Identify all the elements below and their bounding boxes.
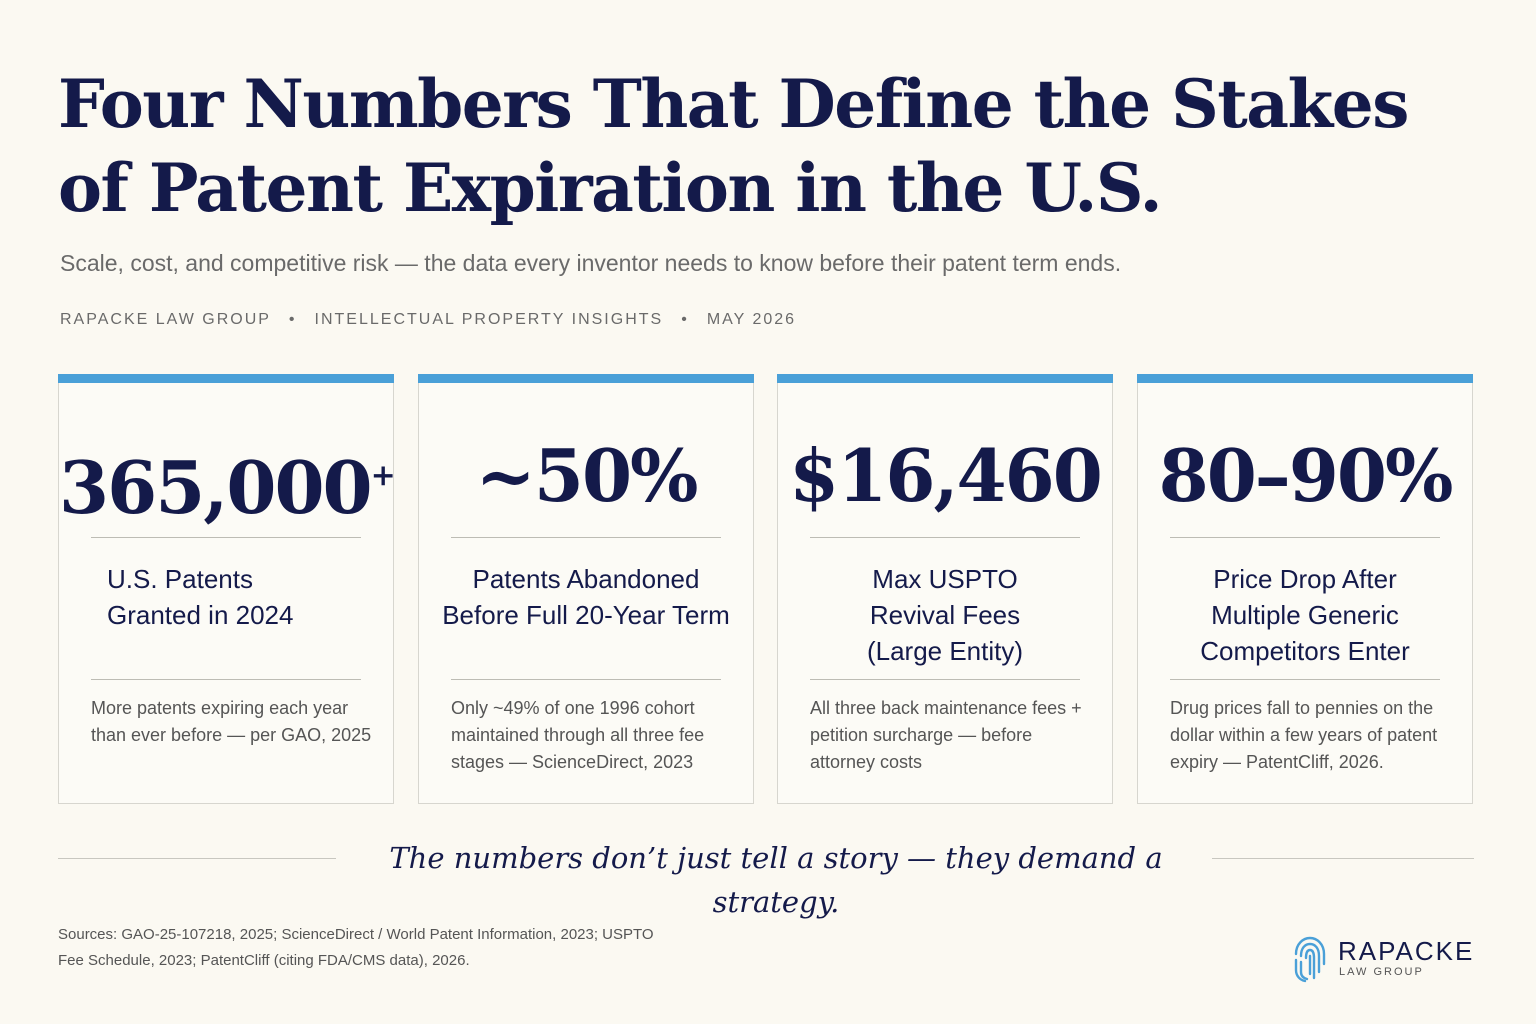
card-divider: [810, 537, 1080, 538]
stat-card-patents-granted: 365,000+ U.S. Patents Granted in 2024 Mo…: [58, 374, 396, 804]
stat-number: 365,000: [59, 445, 373, 530]
meta-date: MAY 2026: [706, 311, 797, 328]
stat-label: Max USPTO Revival Fees (Large Entity): [866, 564, 1024, 666]
stat-value: ~50%: [475, 433, 699, 518]
stat-note: More patents expiring each year than eve…: [91, 698, 372, 745]
tagline-rule-left: [58, 858, 336, 859]
sources-note: Sources: GAO-25-107218, 2025; ScienceDir…: [58, 926, 654, 969]
stat-note: Only ~49% of one 1996 cohort maintained …: [451, 698, 705, 772]
tagline: The numbers don’t just tell a story — th…: [389, 841, 1163, 919]
card-accent-bar: [777, 374, 1113, 383]
card-accent-bar: [1137, 374, 1473, 383]
stat-label: U.S. Patents Granted in 2024: [107, 564, 294, 630]
card-accent-bar: [58, 374, 394, 383]
brand-logo: RAPACKE LAW GROUP: [1290, 934, 1490, 986]
meta-separator: •: [681, 311, 689, 328]
meta-category: INTELLECTUAL PROPERTY INSIGHTS: [314, 311, 664, 328]
fingerprint-icon: [1294, 936, 1326, 983]
card-divider: [810, 679, 1080, 680]
logo-subname: LAW GROUP: [1339, 966, 1424, 978]
card-divider: [1170, 537, 1440, 538]
stat-suffix: +: [370, 458, 396, 493]
card-divider: [1170, 679, 1440, 680]
page-subtitle: Scale, cost, and competitive risk — the …: [60, 250, 1122, 276]
tagline-section: The numbers don’t just tell a story — th…: [58, 836, 1474, 919]
stat-card-abandoned: ~50% Patents Abandoned Before Full 20-Ye…: [418, 374, 754, 804]
stat-card-revival-fees: $16,460 Max USPTO Revival Fees (Large En…: [777, 374, 1113, 804]
stat-label: Patents Abandoned Before Full 20-Year Te…: [442, 564, 730, 630]
page-title: Four Numbers That Define the Stakes of P…: [58, 65, 1409, 227]
logo-name: RAPACKE: [1338, 936, 1475, 966]
stat-card-price-drop: 80–90% Price Drop After Multiple Generic…: [1137, 374, 1473, 804]
stat-value: 365,000+: [59, 433, 396, 531]
meta-publisher: RAPACKE LAW GROUP: [60, 311, 271, 328]
tagline-rule-right: [1212, 858, 1474, 859]
stat-note: Drug prices fall to pennies on the dolla…: [1170, 698, 1438, 772]
card-accent-bar: [418, 374, 754, 383]
stat-label: Price Drop After Multiple Generic Compet…: [1200, 564, 1410, 666]
card-divider: [91, 679, 361, 680]
stat-value: 80–90%: [1158, 433, 1454, 518]
card-divider: [451, 537, 721, 538]
card-divider: [451, 679, 721, 680]
meta-line: RAPACKE LAW GROUP • INTELLECTUAL PROPERT…: [60, 311, 796, 329]
stat-note: All three back maintenance fees + petiti…: [810, 698, 1082, 772]
card-divider: [91, 537, 361, 538]
stat-value: $16,460: [789, 433, 1103, 518]
meta-separator: •: [288, 311, 297, 328]
